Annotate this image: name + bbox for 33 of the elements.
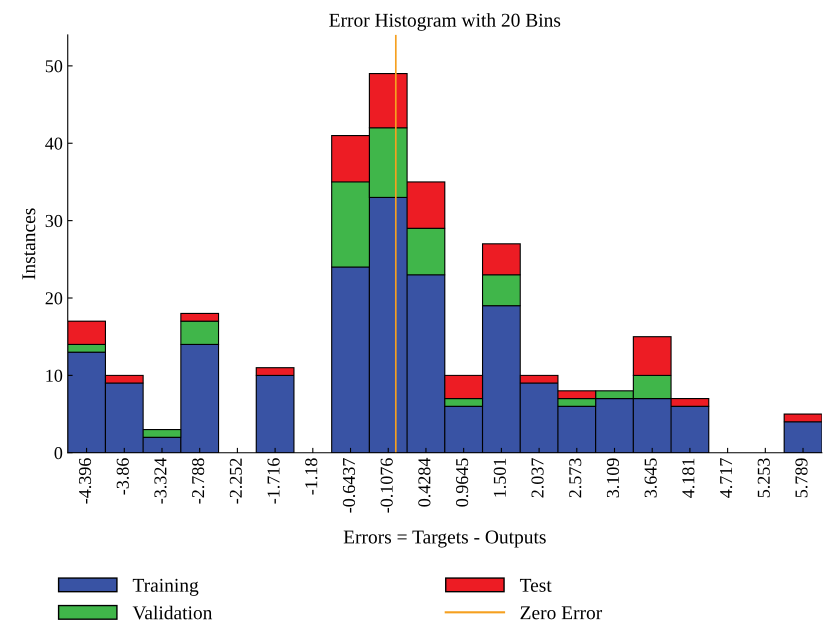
y-tick-label: 40 (45, 138, 62, 150)
x-tick-label: 0.4284 (418, 458, 431, 507)
x-tick-label: -2.788 (192, 458, 204, 504)
x-tick-label: 5.253 (758, 458, 770, 498)
chart-title: Error Histogram with 20 Bins (329, 13, 560, 31)
y-tick-label: 20 (46, 292, 62, 304)
x-tick-label: 5.789 (795, 458, 808, 498)
y-tick-label: 50 (46, 60, 62, 72)
x-tick-label: -2.252 (230, 458, 242, 504)
x-tick-label: -4.396 (78, 458, 92, 504)
x-tick-label: 1.501 (494, 458, 506, 497)
x-tick-label: -0.6437 (342, 458, 356, 513)
y-axis-title: Instances (22, 208, 36, 280)
legend-label: Zero Error (520, 606, 602, 620)
y-tick-label: 10 (46, 370, 62, 382)
x-tick-label: 4.717 (720, 458, 732, 498)
x-tick-label: 2.037 (531, 458, 544, 498)
x-tick-label: 3.645 (644, 458, 657, 498)
x-tick-label: 4.181 (682, 458, 695, 498)
x-tick-label: -0.1076 (380, 458, 393, 513)
x-tick-label: 2.573 (569, 458, 582, 498)
x-tick-label: -1.18 (305, 458, 318, 495)
legend-label: Training (132, 578, 198, 596)
x-tick-label: -3.86 (116, 458, 129, 495)
legend-label: Test (520, 578, 552, 592)
legend-label: Validation (132, 606, 212, 620)
x-axis-title: Errors = Targets - Outputs (344, 530, 546, 548)
y-tick-label: 30 (46, 214, 62, 228)
x-tick-label: 0.9645 (456, 458, 468, 507)
y-tick-label: 0 (54, 447, 62, 460)
x-tick-label: 3.109 (606, 458, 620, 498)
x-tick-label: -1.716 (267, 458, 280, 504)
x-tick-label: -3.324 (154, 458, 167, 504)
